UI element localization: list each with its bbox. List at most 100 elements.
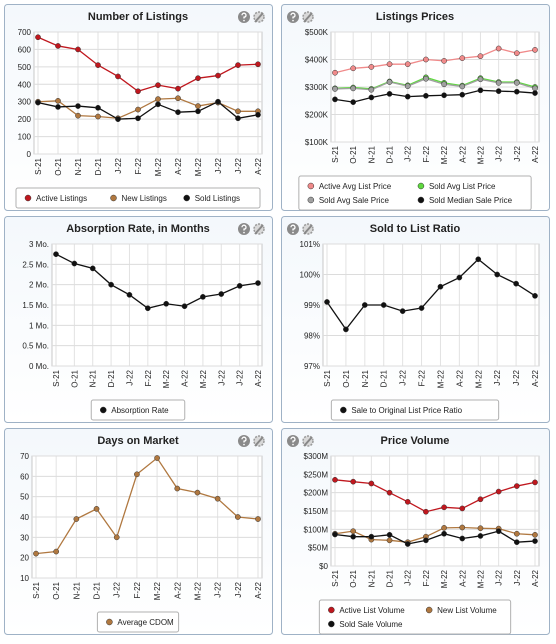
data-point	[532, 479, 538, 486]
y-tick-label: 1.5 Mo.	[22, 301, 49, 310]
y-tick-label: 30	[20, 533, 29, 542]
data-point	[195, 103, 201, 109]
y-tick-label: 0	[27, 150, 32, 159]
legend-marker	[24, 194, 32, 202]
data-point	[475, 256, 482, 263]
data-point	[55, 104, 61, 110]
x-tick-label: M-22	[476, 569, 485, 588]
data-point	[386, 79, 393, 85]
data-point	[73, 516, 80, 522]
chart-panel: Price Volume $0 $50M $100M $150M $200M $250M $3…	[281, 428, 550, 635]
help-icon	[287, 223, 299, 235]
x-tick-label: O-21	[342, 369, 351, 387]
x-tick-label: A-22	[181, 369, 190, 386]
data-point	[194, 489, 201, 496]
x-tick-label: N-21	[74, 157, 83, 175]
x-tick-label: A-22	[455, 369, 464, 386]
data-point	[350, 528, 357, 535]
data-point	[126, 291, 133, 298]
data-point	[255, 61, 261, 68]
data-point	[134, 471, 140, 478]
wrench	[303, 436, 313, 447]
y-tick-label: 97%	[304, 362, 320, 371]
legend-marker	[340, 406, 347, 414]
legend-box	[298, 175, 532, 211]
data-point	[75, 112, 81, 119]
data-point	[532, 293, 538, 299]
x-tick-label: J-22	[234, 581, 243, 597]
y-tick-label: 99%	[304, 301, 320, 310]
legend-label: New Listings	[122, 194, 167, 203]
legend-label: Sold Avg Sale Price	[319, 196, 390, 205]
data-point	[404, 541, 411, 547]
x-tick-label: D-21	[386, 145, 395, 163]
series-line	[37, 100, 259, 120]
data-point	[361, 302, 368, 308]
x-tick-label: F-22	[134, 157, 143, 174]
data-point	[215, 98, 221, 105]
data-point	[441, 81, 447, 88]
help-glyph	[290, 12, 296, 19]
x-tick-label: N-21	[72, 581, 81, 599]
legend-label: Sold Sale Volume	[339, 620, 403, 629]
data-point	[200, 294, 206, 300]
x-tick-label: S-21	[323, 369, 332, 386]
x-tick-label: S-21	[52, 369, 61, 386]
y-tick-label: $100M	[304, 525, 329, 534]
data-point	[513, 280, 519, 287]
legend-marker	[106, 618, 113, 626]
data-point	[144, 305, 151, 312]
data-point	[532, 85, 538, 92]
data-point	[459, 91, 466, 98]
series-line	[37, 36, 259, 92]
x-tick-label: N-21	[367, 569, 376, 587]
data-point	[195, 75, 201, 82]
data-point	[477, 533, 484, 539]
x-tick-label: M-22	[162, 369, 171, 388]
data-point	[423, 56, 429, 63]
legend-label: Active Avg List Price	[319, 182, 392, 191]
data-point	[95, 62, 101, 68]
legend-box	[318, 599, 512, 635]
data-point	[35, 34, 41, 41]
y-tick-label: $500K	[305, 28, 329, 37]
y-tick-label: 3 Mo.	[29, 240, 49, 249]
series-line	[334, 526, 536, 543]
legend-marker	[417, 196, 425, 204]
y-tick-label: 2 Mo.	[29, 281, 49, 290]
data-point	[174, 485, 181, 492]
data-point	[368, 94, 375, 101]
data-point	[35, 99, 41, 106]
legend-marker	[307, 182, 315, 190]
x-tick-label: J-22	[404, 569, 413, 585]
data-point	[214, 495, 221, 502]
data-point	[513, 530, 520, 537]
help-dot	[292, 443, 294, 446]
chart-panel: Absorption Rate, in Months 0 Mo. 0.5 Mo. 1 …	[4, 216, 273, 423]
y-tick-label: 400	[18, 80, 32, 89]
settings-icon	[302, 223, 314, 235]
x-tick-label: M-22	[476, 145, 485, 164]
legend-marker	[100, 406, 107, 414]
series-line	[334, 47, 536, 74]
data-point	[332, 96, 338, 103]
y-tick-label: 50	[20, 493, 29, 502]
data-point	[93, 506, 100, 512]
x-tick-label: S-21	[34, 157, 43, 174]
data-point	[55, 97, 61, 104]
data-point	[423, 92, 429, 99]
chart-title: Number of Listings	[88, 11, 188, 23]
data-point	[459, 83, 466, 90]
y-tick-label: 0.5 Mo.	[22, 342, 49, 351]
x-tick-label: S-21	[331, 569, 340, 586]
data-point	[255, 280, 261, 286]
data-point	[350, 65, 357, 72]
y-tick-label: $400K	[305, 56, 329, 65]
data-point	[115, 116, 121, 122]
x-tick-label: A-22	[254, 581, 263, 598]
x-tick-label: M-22	[154, 157, 163, 176]
wrench	[303, 224, 313, 235]
legend-marker	[328, 620, 335, 628]
help-glyph	[290, 224, 296, 231]
data-point	[494, 271, 501, 278]
